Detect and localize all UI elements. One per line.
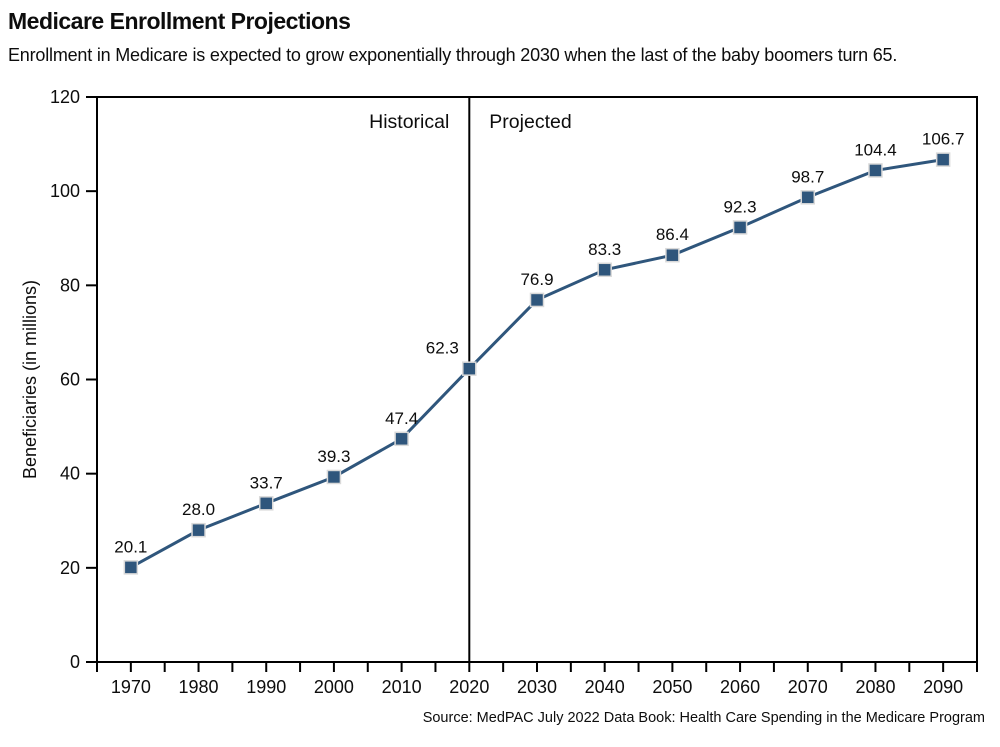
data-point-label: 83.3 [588,240,621,259]
chart-title: Medicare Enrollment Projections [8,8,351,34]
data-point-marker [800,190,816,205]
x-axis-tick-label: 1980 [179,677,219,697]
enrollment-series-line [130,158,944,569]
x-axis-tick-label: 2080 [855,677,895,697]
x-axis-tick-label: 2020 [449,677,489,697]
y-axis-tick-label: 100 [50,181,80,201]
data-point-label: 47.4 [385,409,418,428]
source-note: Source: MedPAC July 2022 Data Book: Heal… [422,710,985,726]
x-axis-tick-label: 2090 [923,677,963,697]
y-axis-title: Beneficiaries (in millions) [20,280,40,479]
historical-region-label: Historical [369,111,449,133]
x-axis-tick-label: 2030 [517,677,557,697]
data-point-label: 86.4 [656,225,689,244]
data-point-label: 76.9 [520,270,553,289]
x-axis-tick-label: 2040 [585,677,625,697]
data-point-marker [529,292,545,308]
x-axis-tick-label: 2000 [314,677,354,697]
data-point-label: 106.7 [922,130,965,149]
data-point-marker [394,431,409,447]
data-point-label: 33.7 [250,473,283,492]
data-point-marker [191,522,206,538]
data-point-marker [868,163,883,178]
x-axis-tick-label: 2060 [720,677,760,697]
y-axis-tick-label: 40 [60,464,80,484]
data-point-label: 62.3 [426,339,459,358]
data-point-marker [597,262,612,278]
x-axis-tick-label: 2010 [382,677,422,697]
data-point-label: 20.1 [114,537,147,556]
data-point-marker [258,496,274,511]
data-point-label: 39.3 [317,447,350,466]
y-axis-tick-label: 20 [60,558,80,578]
x-axis-tick-label: 1990 [246,677,286,697]
x-axis-tick-label: 2070 [788,677,828,697]
y-axis-tick-label: 120 [50,87,80,107]
x-axis-tick-label: 1970 [111,677,151,697]
data-point-marker [935,152,951,167]
chart-subtitle: Enrollment in Medicare is expected to gr… [8,45,898,65]
data-point-marker [732,220,748,235]
x-axis-tick-label: 2050 [652,677,692,697]
data-point-label: 92.3 [724,197,757,216]
data-point-marker [665,247,680,263]
y-axis-tick-label: 0 [70,652,80,672]
data-point-label: 104.4 [854,140,897,159]
data-point-label: 98.7 [791,167,824,186]
data-point-label: 28.0 [182,500,215,519]
projected-region-label: Projected [489,111,571,133]
y-axis-tick-label: 60 [60,370,80,390]
chart-area: 0 20 40 60 80 100 120 1970 1980 1990 2000 2010 2020 2… [0,85,1000,703]
data-point-marker [462,361,477,376]
data-point-marker [123,560,139,575]
y-axis-tick-label: 80 [60,275,80,295]
data-point-marker [326,469,342,485]
